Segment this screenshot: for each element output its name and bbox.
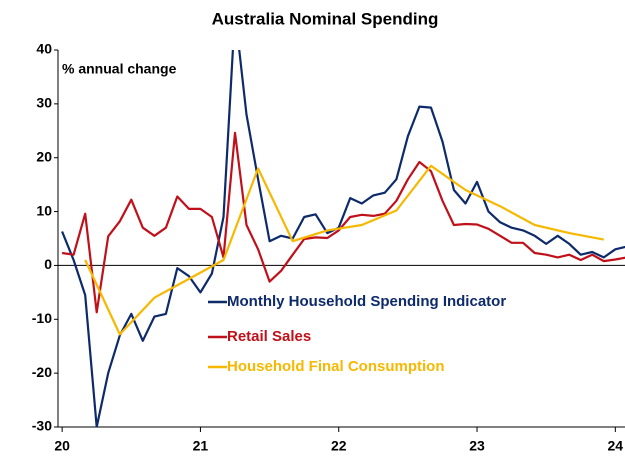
legend-label: Monthly Household Spending Indicator [227,293,506,310]
x-tick-label: 23 [469,438,485,454]
y-tick-label: 0 [44,256,52,272]
x-tick-label: 20 [54,438,70,454]
x-tick-label: 21 [193,438,209,454]
plot-area [61,50,625,427]
y-tick-label: -30 [32,418,52,434]
y-tick-label: -20 [32,364,52,380]
chart-title: Australia Nominal Spending [212,9,439,28]
x-tick-label: 22 [331,438,347,454]
y-tick-label: 30 [36,95,52,111]
x-tick-label: 24 [608,438,624,454]
axis-annotation: % annual change [62,61,177,77]
series-line [61,50,625,427]
y-tick-label: 10 [36,202,52,218]
legend-label: Retail Sales [227,328,311,345]
series-line [61,131,625,314]
series-line [84,164,605,336]
legend-label: Household Final Consumption [227,358,445,375]
y-tick-label: -10 [32,310,52,326]
y-tick-label: 40 [36,41,52,57]
y-tick-label: 20 [36,148,52,164]
